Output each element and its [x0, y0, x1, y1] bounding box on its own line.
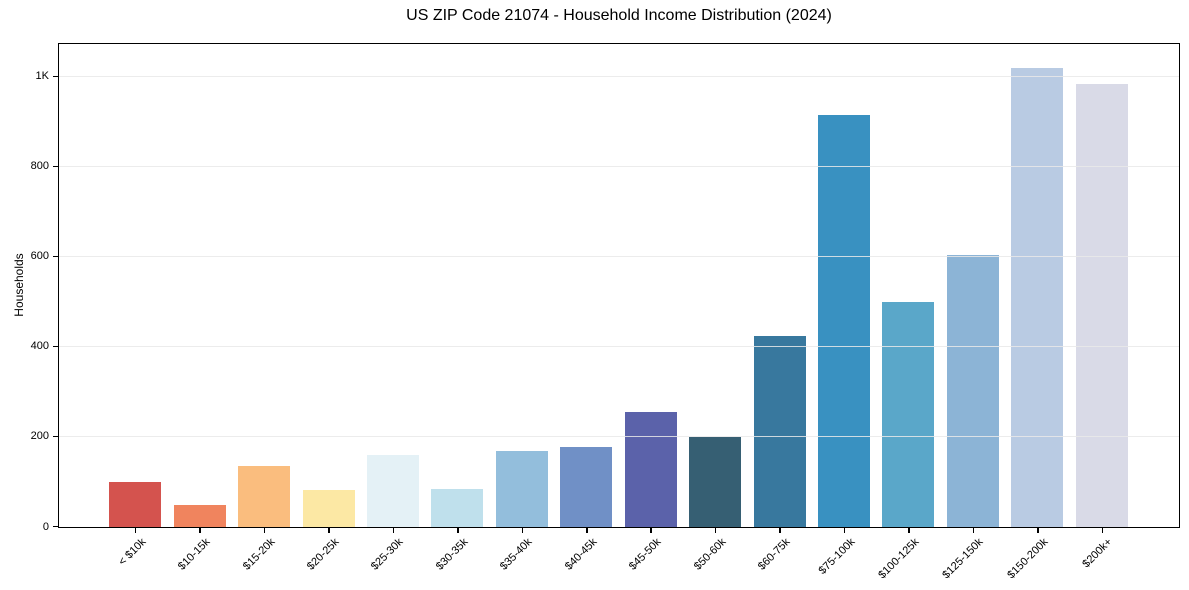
plot-area: [58, 43, 1180, 528]
y-tick-label: 800: [30, 160, 49, 173]
gridline-400: [59, 345, 1179, 347]
gridline-1K: [59, 75, 1179, 77]
y-tick-label: 200: [30, 430, 49, 443]
y-tick-label: 400: [30, 340, 49, 353]
x-tick-mark: [457, 528, 459, 533]
bar-$50-60k: [689, 437, 742, 527]
bar-$125-150k: [946, 254, 999, 527]
y-axis-label: Households: [12, 253, 26, 317]
bar-$35-40k: [495, 450, 548, 527]
chart-title: US ZIP Code 21074 - Household Income Dis…: [406, 7, 832, 24]
x-tick-mark: [586, 528, 588, 533]
bar-$25-30k: [366, 455, 419, 527]
y-tick-label: 1K: [35, 70, 49, 83]
y-tick-mark: [53, 75, 58, 78]
y-tick-mark: [53, 525, 58, 528]
x-tick-mark: [908, 528, 910, 533]
x-tick-mark: [1101, 528, 1104, 533]
x-tick-mark: [843, 528, 846, 533]
x-tick-mark: [199, 528, 201, 533]
x-tick-label: < $10k: [116, 536, 149, 569]
x-tick-mark: [972, 528, 975, 533]
bar-$10-15k: [173, 504, 226, 527]
x-tick-mark: [650, 528, 652, 533]
x-tick-mark: [328, 528, 330, 533]
gridline-200: [59, 436, 1179, 437]
gridline-600: [59, 255, 1179, 257]
bar-$200k+: [1075, 83, 1128, 527]
bar-< $10k: [109, 482, 162, 527]
x-tick-mark: [263, 528, 266, 533]
bar-$20-25k: [302, 490, 355, 527]
bar-$15-20k: [238, 466, 291, 527]
x-tick-mark: [779, 528, 781, 533]
bar-$100-125k: [882, 301, 935, 527]
y-tick-mark: [53, 255, 58, 258]
x-tick-mark: [714, 528, 717, 533]
y-tick-mark: [53, 435, 58, 438]
y-tick-mark: [53, 165, 58, 168]
x-tick-mark: [521, 528, 524, 533]
x-tick-mark: [392, 528, 395, 533]
y-tick-label: 600: [30, 250, 49, 263]
y-tick-label: 0: [42, 520, 49, 533]
y-tick-mark: [53, 345, 58, 348]
bar-$150-200k: [1011, 67, 1064, 527]
bar-$45-50k: [624, 412, 677, 527]
gridline-800: [59, 165, 1179, 167]
x-tick-mark: [1037, 528, 1039, 533]
bar-$40-45k: [560, 446, 613, 527]
bar-$30-35k: [431, 488, 484, 527]
bar-$60-75k: [753, 335, 806, 527]
x-tick-mark: [134, 528, 137, 533]
bar-$75-100k: [818, 115, 871, 527]
